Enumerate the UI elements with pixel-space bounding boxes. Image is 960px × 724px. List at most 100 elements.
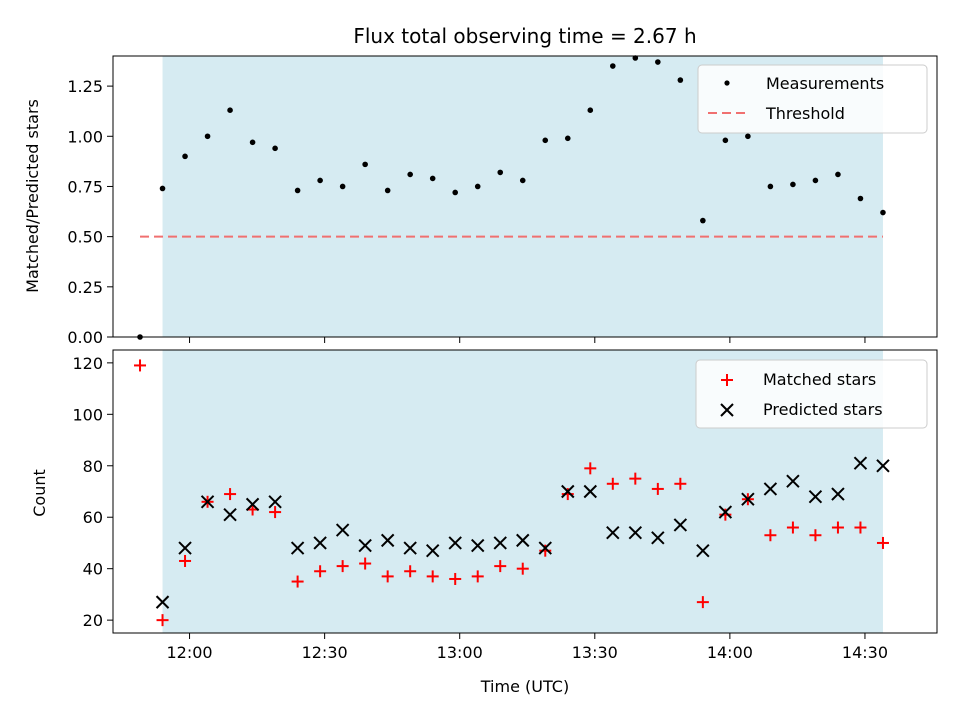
legend-measurements-marker — [724, 80, 730, 86]
measurement-point — [249, 139, 256, 146]
top-ytick-label: 0.75 — [67, 177, 103, 196]
predicted-star-point — [335, 523, 350, 537]
measurement-point — [655, 59, 661, 65]
measurement-point — [429, 175, 436, 182]
predicted-star-point — [380, 533, 395, 548]
matched-star-point — [404, 565, 417, 578]
bottom-ytick-label: 120 — [72, 354, 103, 373]
matched-star-point — [561, 488, 574, 501]
predicted-star-point — [155, 595, 170, 609]
measurement-point — [452, 189, 459, 196]
matched-star-point — [269, 506, 282, 519]
matched-star-point — [224, 488, 237, 501]
legend-predicted-marker — [720, 403, 734, 417]
chart-title: Flux total observing time = 2.67 h — [353, 24, 696, 48]
predicted-star-point — [808, 489, 823, 504]
measurement-point — [677, 77, 684, 83]
top-ytick-label: 0.00 — [67, 328, 103, 347]
matched-star-point — [674, 477, 687, 490]
legend-measurements-label: Measurements — [766, 74, 884, 93]
measurement-point — [812, 177, 819, 184]
top-panel: 0.00 0.25 0.50 0.75 1.00 1.25 Matched/Predict… — [23, 55, 938, 347]
measurement-point — [272, 145, 278, 152]
bottom-xtick-label: 13:00 — [437, 643, 483, 662]
measurement-point — [384, 187, 391, 194]
top-ylabel: Matched/Predicted stars — [23, 99, 42, 293]
measurement-point — [745, 133, 751, 140]
top-legend: Measurements Threshold — [697, 64, 928, 134]
predicted-star-point — [448, 536, 462, 550]
bottom-xtick-label: 14:30 — [842, 643, 888, 662]
measurement-point — [835, 171, 841, 178]
measurement-point — [542, 137, 549, 144]
predicted-star-point — [673, 518, 688, 532]
predicted-star-point — [831, 487, 845, 501]
bottom-legend: Matched stars Predicted stars — [695, 359, 928, 429]
predicted-star-point — [583, 484, 597, 499]
bottom-xlabel: Time (UTC) — [480, 677, 569, 696]
matched-star-point — [426, 570, 439, 583]
predicted-star-point — [786, 474, 800, 488]
measurement-point — [294, 187, 301, 194]
matched-star-point — [314, 565, 327, 578]
matched-star-point — [719, 508, 732, 521]
matched-star-point — [291, 575, 304, 588]
matched-star-point — [494, 560, 507, 573]
predicted-star-point — [516, 533, 530, 548]
measurement-point — [722, 137, 729, 144]
matched-star-point — [449, 572, 462, 585]
measurement-point — [339, 183, 346, 190]
predicted-star-point — [403, 541, 417, 555]
top-ytick-label: 0.25 — [67, 278, 103, 297]
predicted-star-point — [606, 525, 620, 540]
bottom-xtick-label: 14:00 — [707, 643, 753, 662]
matched-star-point — [651, 482, 664, 495]
predicted-star-point — [223, 507, 237, 522]
legend-matched-label: Matched stars — [763, 370, 876, 389]
matched-star-point — [156, 614, 169, 627]
predicted-star-point — [718, 505, 733, 519]
predicted-star-point — [200, 495, 215, 509]
predicted-star-point — [853, 456, 868, 470]
matched-star-point — [809, 529, 822, 542]
matched-star-point — [381, 570, 394, 583]
matched-star-point — [539, 544, 552, 557]
measurement-point — [227, 107, 233, 113]
matched-star-point — [876, 536, 889, 549]
predicted-star-point — [628, 525, 643, 540]
predicted-star-point — [561, 484, 575, 499]
top-axes-frame — [112, 55, 938, 338]
measurement-point — [362, 161, 368, 168]
bottom-ytick-label: 20 — [83, 611, 103, 630]
predicted-star-point — [876, 459, 890, 473]
measurement-point — [564, 135, 571, 142]
measurement-point — [790, 181, 796, 188]
measurement-point — [880, 209, 886, 216]
measurement-point — [632, 55, 639, 61]
matched-star-point — [831, 521, 844, 534]
measurement-point — [857, 195, 864, 202]
predicted-star-point — [538, 541, 552, 555]
predicted-star-point — [245, 497, 260, 512]
matched-star-point — [179, 554, 192, 567]
predicted-star-point — [696, 543, 710, 558]
bottom-ytick-label: 100 — [72, 405, 103, 424]
matched-star-point — [359, 557, 372, 570]
top-ytick-label: 1.00 — [67, 127, 103, 146]
legend-matched-marker — [721, 374, 733, 386]
predicted-star-point — [290, 541, 305, 555]
bottom-panel: 20 40 60 80 100 120 12:00 12:30 13:00 13:30 14:00… — [30, 349, 938, 696]
bottom-legend-box — [695, 359, 928, 429]
matched-star-point — [854, 521, 867, 534]
bottom-ytick-label: 80 — [83, 457, 103, 476]
matched-star-point — [696, 596, 709, 609]
legend-threshold-label: Threshold — [765, 104, 845, 123]
matched-star-point — [606, 477, 619, 490]
measurement-point — [317, 177, 323, 184]
bottom-ytick-label: 40 — [83, 560, 103, 579]
measurement-point — [497, 169, 504, 176]
matched-star-point — [516, 562, 529, 575]
measurement-point — [700, 217, 706, 224]
predicted-star-point — [651, 531, 665, 545]
predicted-star-point — [358, 538, 372, 553]
